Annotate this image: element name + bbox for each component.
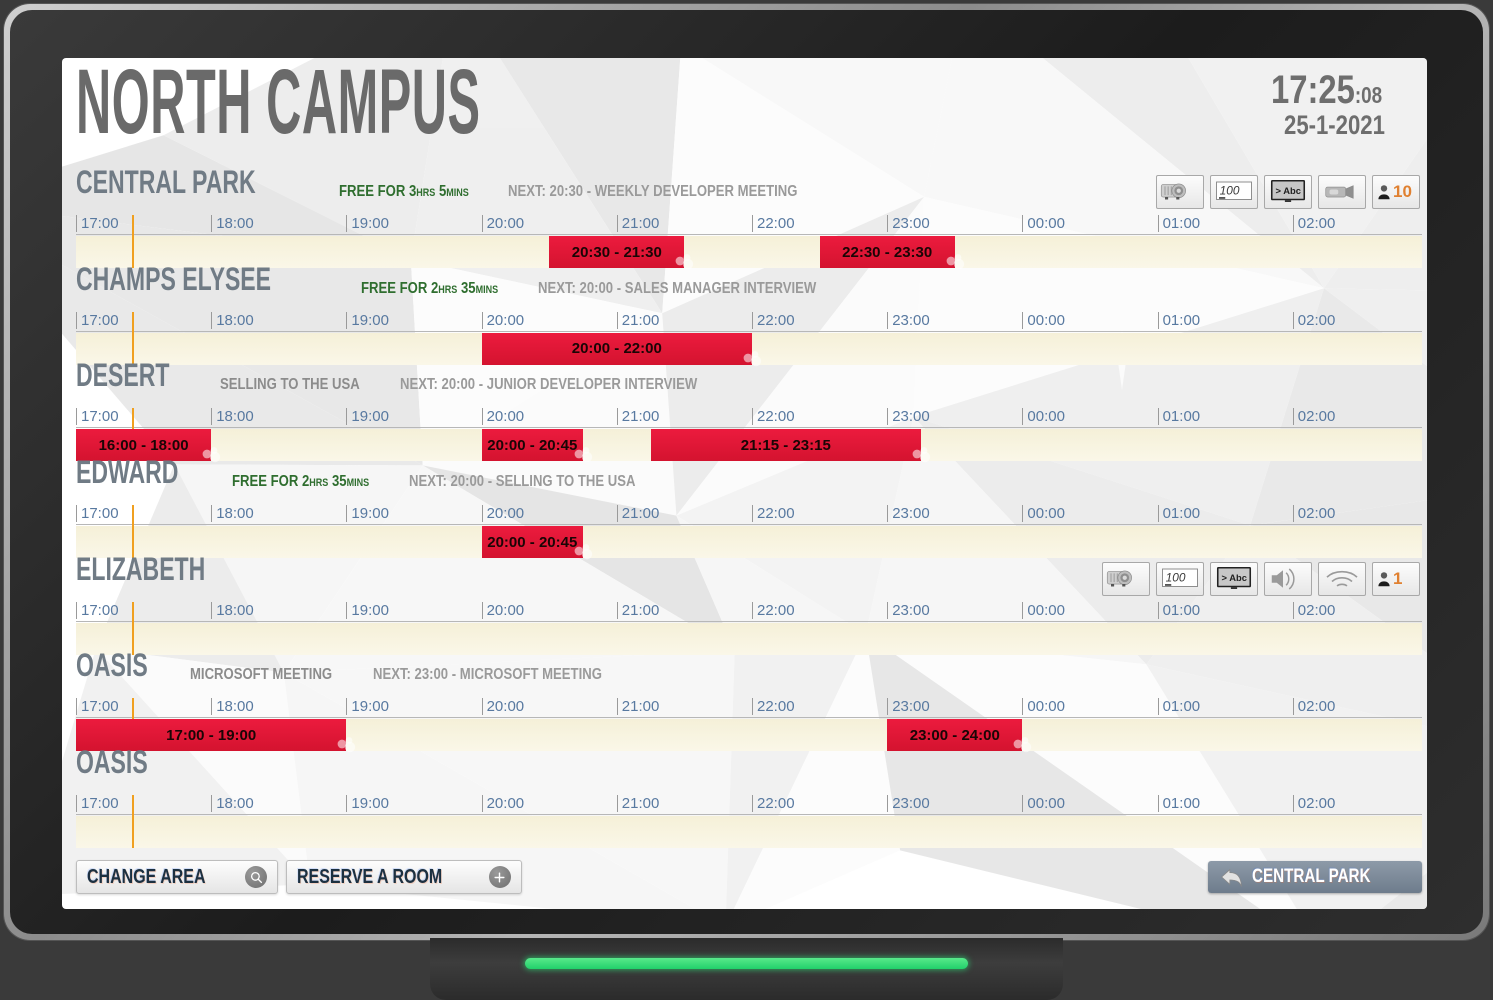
svg-text:> Abc: > Abc bbox=[1222, 573, 1247, 583]
svg-text:> Abc: > Abc bbox=[1276, 186, 1301, 196]
svg-text:100: 100 bbox=[1166, 570, 1186, 584]
svg-text:100: 100 bbox=[1220, 184, 1240, 198]
